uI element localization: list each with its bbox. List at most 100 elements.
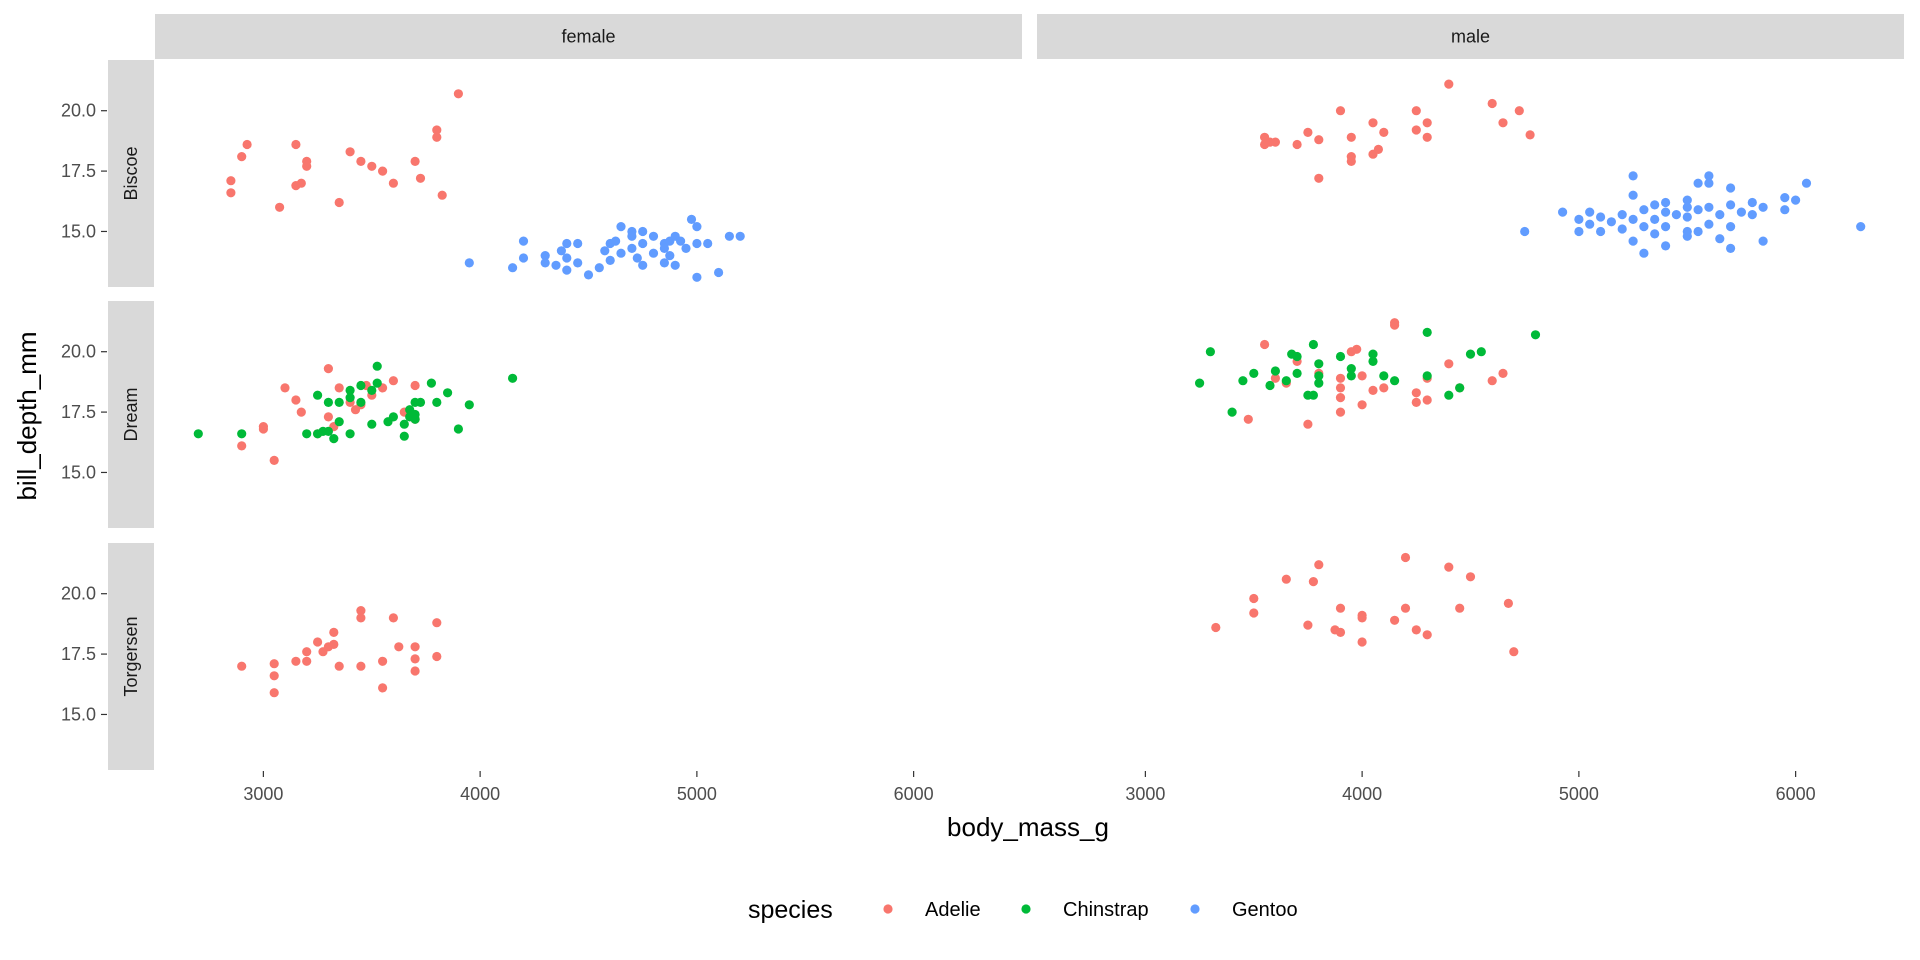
strip-label-torgersen: Torgersen — [121, 616, 141, 696]
point-chinstrap — [334, 417, 344, 427]
legend-title: species — [748, 896, 833, 924]
point-adelie — [378, 656, 388, 666]
point-gentoo — [1758, 202, 1768, 212]
point-adelie — [1400, 603, 1411, 613]
point-adelie — [242, 139, 252, 150]
x-tick-label: 5000 — [1559, 784, 1599, 804]
point-gentoo — [638, 226, 648, 237]
point-adelie — [1400, 552, 1411, 563]
y-tick-label: 15.0 — [61, 704, 96, 724]
point-adelie — [329, 639, 339, 650]
point-chinstrap — [399, 431, 409, 441]
point-gentoo — [670, 260, 680, 270]
point-adelie — [1335, 627, 1346, 638]
point-chinstrap — [1422, 371, 1432, 381]
point-gentoo — [1682, 212, 1692, 222]
point-adelie — [1422, 630, 1432, 640]
point-adelie — [394, 642, 404, 652]
point-gentoo — [1661, 222, 1671, 232]
point-adelie — [237, 441, 247, 451]
strip-label-male: male — [1451, 27, 1490, 47]
plot-panels — [193, 79, 1866, 698]
y-tick-label: 17.5 — [61, 161, 96, 181]
point-chinstrap — [345, 429, 355, 439]
legend-item-chinstrap: Chinstrap — [1021, 899, 1149, 921]
point-gentoo — [1650, 200, 1660, 210]
point-gentoo — [1801, 178, 1812, 188]
point-adelie — [1270, 373, 1280, 383]
point-gentoo — [638, 260, 648, 270]
point-chinstrap — [453, 424, 463, 434]
point-chinstrap — [1314, 359, 1324, 369]
point-chinstrap — [334, 397, 344, 407]
point-adelie — [1368, 385, 1378, 395]
point-gentoo — [1715, 210, 1725, 220]
point-chinstrap — [432, 397, 442, 407]
point-gentoo — [1682, 195, 1692, 205]
point-gentoo — [1520, 226, 1530, 237]
point-adelie — [1249, 593, 1259, 604]
point-adelie — [410, 666, 420, 676]
point-adelie — [388, 613, 398, 623]
strip-female — [155, 14, 1022, 59]
point-chinstrap — [345, 385, 355, 395]
point-adelie — [1335, 383, 1346, 393]
point-chinstrap — [356, 397, 366, 407]
point-adelie — [1249, 608, 1259, 618]
point-adelie — [226, 176, 236, 186]
strip-male — [1037, 14, 1904, 59]
point-gentoo — [1639, 248, 1649, 258]
point-adelie — [1357, 400, 1367, 410]
point-gentoo — [627, 231, 637, 241]
point-gentoo — [573, 258, 583, 268]
point-gentoo — [1736, 207, 1746, 217]
point-adelie — [296, 407, 306, 417]
point-adelie — [1444, 359, 1454, 369]
point-chinstrap — [302, 429, 312, 439]
point-adelie — [1379, 127, 1389, 137]
point-chinstrap — [443, 388, 453, 398]
point-adelie — [410, 156, 420, 166]
point-chinstrap — [323, 397, 333, 407]
point-adelie — [432, 132, 442, 142]
y-tick-label: 20.0 — [61, 584, 96, 604]
point-chinstrap — [372, 361, 382, 371]
point-adelie — [1352, 344, 1362, 354]
point-gentoo — [518, 236, 529, 246]
point-gentoo — [1726, 200, 1736, 210]
point-gentoo — [692, 272, 702, 282]
point-adelie — [453, 89, 463, 99]
point-gentoo — [1780, 193, 1790, 203]
point-adelie — [1390, 320, 1400, 330]
legend-item-gentoo: Gentoo — [1190, 899, 1298, 921]
point-gentoo — [676, 236, 686, 246]
point-gentoo — [551, 260, 561, 270]
point-gentoo — [1704, 178, 1714, 188]
point-gentoo — [1726, 183, 1736, 193]
point-adelie — [1335, 407, 1346, 417]
point-gentoo — [594, 263, 604, 273]
point-adelie — [269, 455, 279, 465]
legend-key-adelie — [883, 904, 893, 914]
point-adelie — [1260, 339, 1270, 350]
point-adelie — [291, 656, 301, 666]
point-chinstrap — [1444, 390, 1454, 400]
point-chinstrap — [329, 434, 339, 444]
point-adelie — [378, 683, 388, 693]
point-gentoo — [1650, 214, 1660, 224]
point-gentoo — [1606, 217, 1616, 227]
point-gentoo — [627, 243, 637, 253]
point-adelie — [1465, 572, 1476, 582]
legend-label-chinstrap: Chinstrap — [1063, 899, 1149, 921]
point-chinstrap — [1390, 376, 1400, 386]
point-adelie — [356, 613, 366, 623]
point-adelie — [291, 395, 301, 405]
point-gentoo — [518, 253, 529, 263]
point-adelie — [1357, 637, 1367, 647]
point-gentoo — [1628, 214, 1638, 224]
point-gentoo — [1704, 219, 1714, 229]
point-gentoo — [540, 251, 550, 261]
point-gentoo — [1661, 197, 1671, 208]
point-gentoo — [1639, 205, 1649, 215]
